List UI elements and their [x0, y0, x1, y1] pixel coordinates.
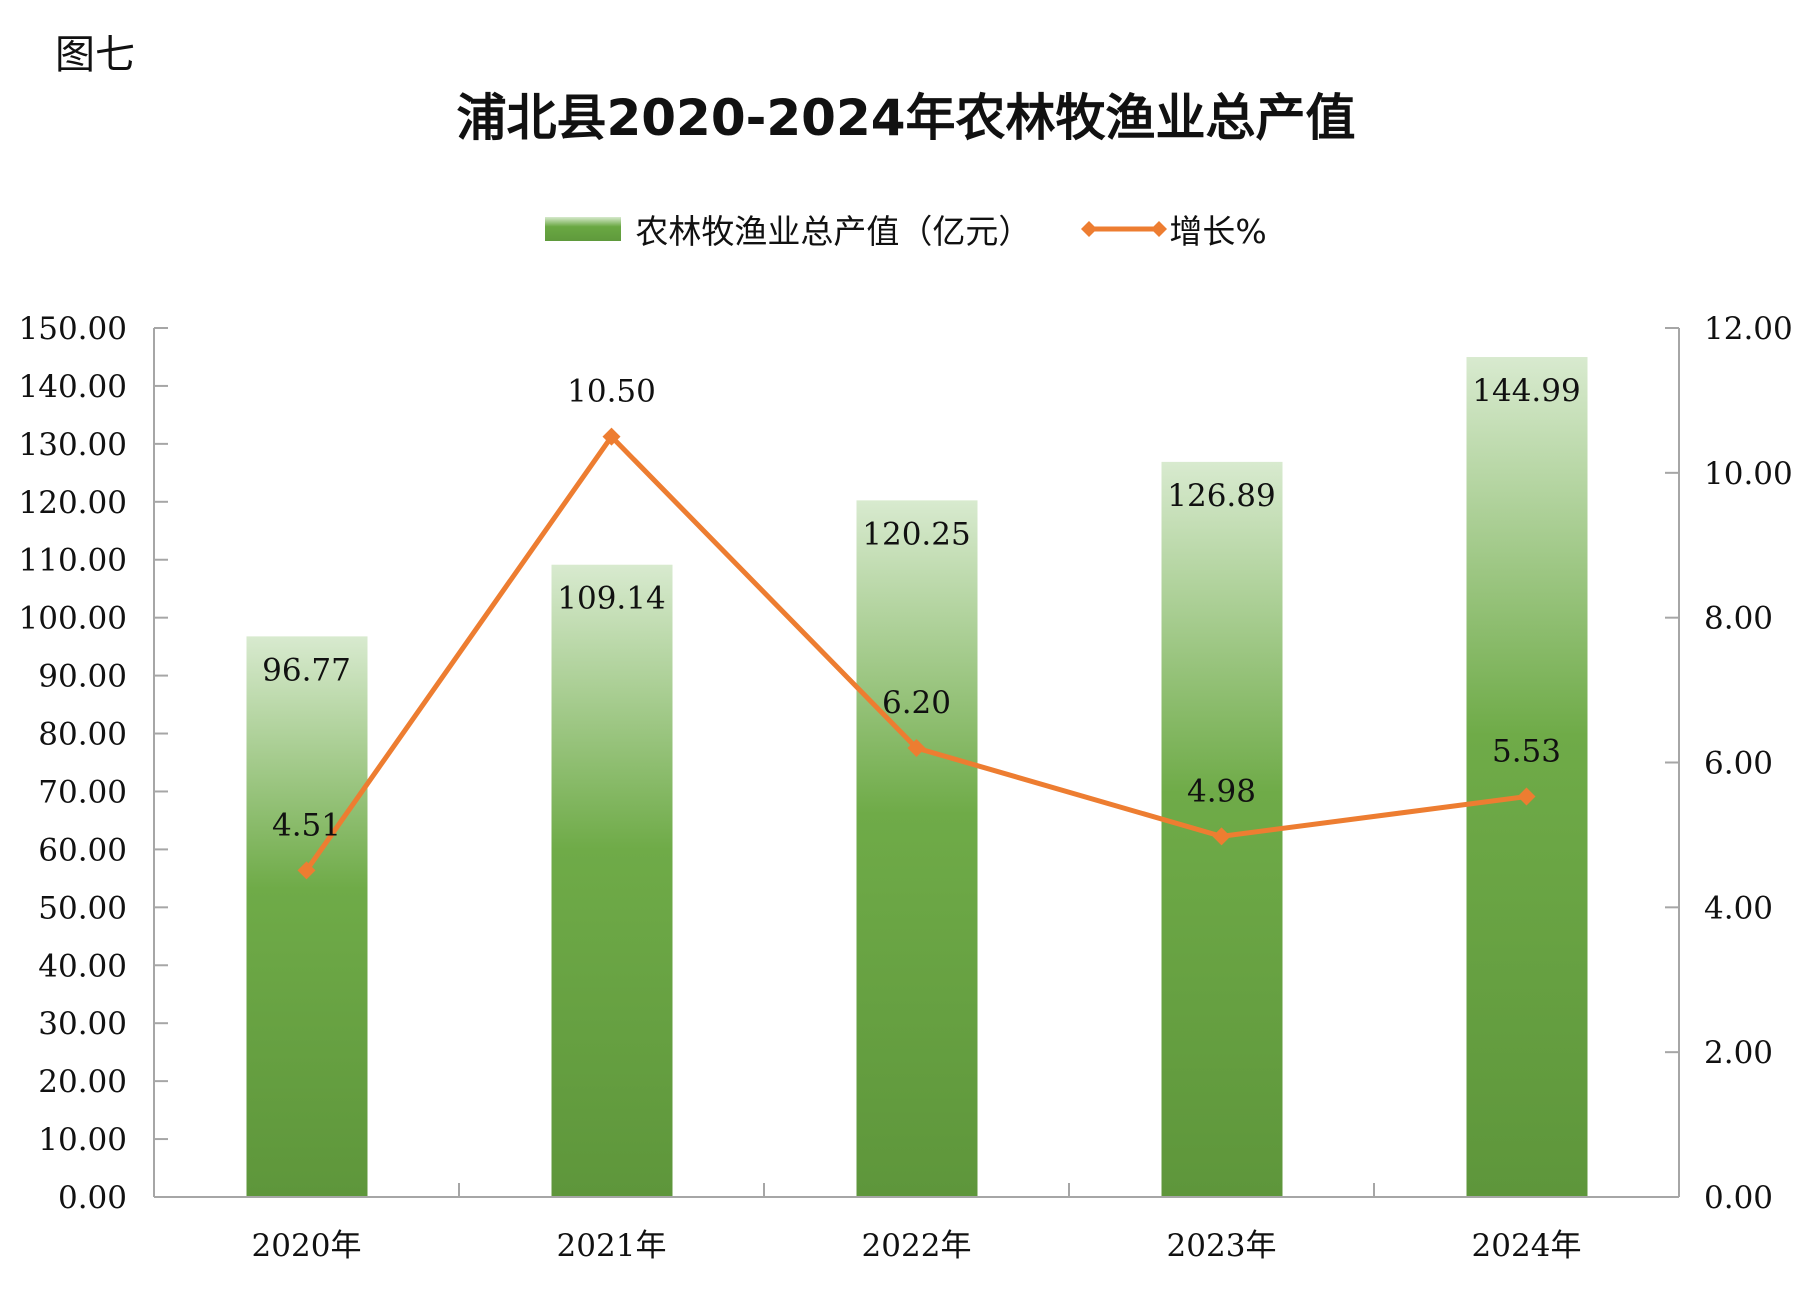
left-tick-label: 150.00: [19, 311, 127, 347]
left-tick-label: 20.00: [38, 1064, 127, 1100]
right-tick-label: 10.00: [1704, 456, 1793, 492]
legend-line-swatch: [1081, 221, 1168, 237]
legend-item-line: 增长%: [1079, 205, 1267, 253]
bar-data-label: 96.77: [262, 652, 351, 688]
bar-data-label: 126.89: [1167, 478, 1275, 514]
x-tick-label: 2022年: [862, 1228, 972, 1264]
right-tick-label: 8.00: [1704, 601, 1773, 637]
line-data-label: 6.20: [882, 685, 951, 721]
x-tick-label: 2024年: [1472, 1228, 1582, 1264]
growth-marker-0: [297, 861, 316, 880]
growth-marker-2: [907, 739, 926, 758]
bar-0: [246, 636, 368, 1197]
left-tick-label: 80.00: [38, 717, 127, 753]
right-tick-label: 0.00: [1704, 1180, 1773, 1216]
left-tick-label: 10.00: [38, 1122, 127, 1158]
bar-data-label: 109.14: [557, 581, 665, 617]
growth-marker-3: [1212, 827, 1231, 846]
bar-data-label: 144.99: [1472, 373, 1580, 409]
bar-4: [1466, 357, 1588, 1197]
legend-bar-swatch: [545, 217, 622, 241]
left-tick-label: 30.00: [38, 1006, 127, 1042]
right-tick-label: 12.00: [1704, 311, 1793, 347]
line-data-label: 4.51: [272, 807, 341, 843]
left-tick-label: 60.00: [38, 832, 127, 868]
line-data-label: 10.50: [567, 374, 656, 410]
figure-label: 图七: [55, 32, 135, 78]
left-tick-label: 130.00: [19, 427, 127, 463]
left-tick-label: 140.00: [19, 369, 127, 405]
left-tick-label: 110.00: [19, 543, 127, 579]
left-tick-label: 120.00: [19, 485, 127, 521]
x-tick-label: 2021年: [557, 1228, 667, 1264]
right-tick-label: 4.00: [1704, 890, 1773, 926]
chart-title: 浦北县2020-2024年农林牧渔业总产值: [456, 89, 1356, 147]
right-tick-label: 2.00: [1704, 1035, 1773, 1071]
legend: 农林牧渔业总产值（亿元） 增长%: [0, 205, 1812, 253]
left-tick-label: 40.00: [38, 948, 127, 984]
growth-marker-4: [1517, 787, 1536, 806]
left-tick-label: 100.00: [19, 601, 127, 637]
right-tick-label: 6.00: [1704, 746, 1773, 782]
x-tick-label: 2020年: [252, 1228, 362, 1264]
left-tick-label: 90.00: [38, 659, 127, 695]
bar-1: [551, 564, 673, 1197]
line-data-label: 4.98: [1187, 773, 1256, 809]
bar-2: [856, 500, 978, 1197]
legend-label-line: 增长%: [1169, 212, 1267, 251]
line-data-label: 5.53: [1492, 734, 1561, 770]
left-tick-label: 0.00: [58, 1180, 127, 1216]
growth-marker-1: [602, 427, 621, 446]
left-tick-label: 50.00: [38, 890, 127, 926]
x-tick-label: 2023年: [1167, 1228, 1277, 1264]
left-tick-label: 70.00: [38, 774, 127, 810]
bar-data-label: 120.25: [862, 516, 970, 552]
legend-item-bar: 农林牧渔业总产值（亿元）: [545, 205, 1031, 253]
legend-label-bar: 农林牧渔业总产值（亿元）: [635, 212, 1032, 251]
